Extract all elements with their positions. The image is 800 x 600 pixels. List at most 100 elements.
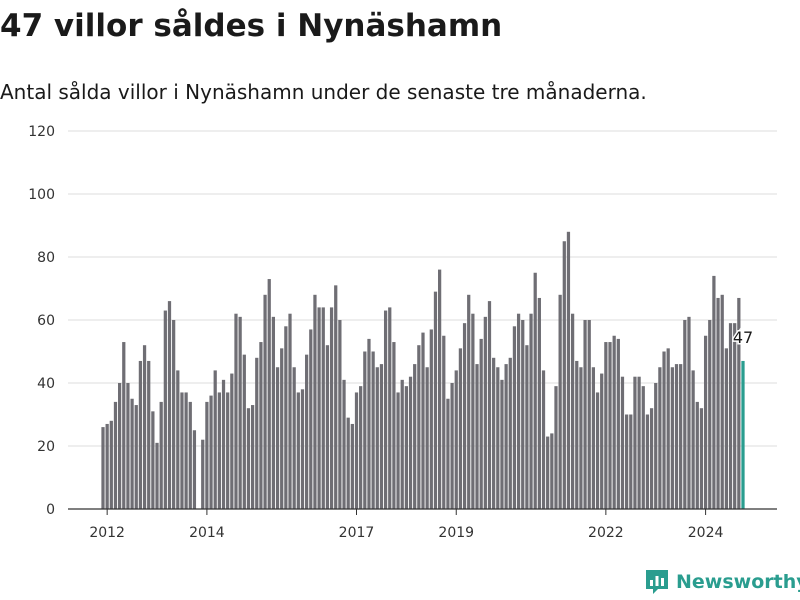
bar bbox=[413, 364, 417, 509]
bar bbox=[600, 373, 604, 509]
bar bbox=[350, 423, 354, 509]
y-tick-label: 60 bbox=[37, 313, 55, 329]
bar bbox=[217, 392, 221, 509]
bar bbox=[442, 335, 446, 509]
labels: 47 bbox=[731, 326, 754, 348]
y-tick-label: 80 bbox=[37, 250, 55, 266]
bar bbox=[658, 367, 662, 509]
bar bbox=[566, 231, 571, 510]
bar bbox=[213, 370, 217, 509]
bar bbox=[101, 427, 105, 509]
bar bbox=[379, 364, 384, 509]
x-tick-label: 2019 bbox=[438, 525, 474, 541]
bar bbox=[496, 367, 500, 509]
bar bbox=[354, 392, 359, 509]
bar bbox=[118, 383, 122, 509]
bar bbox=[109, 420, 113, 509]
bar bbox=[633, 376, 637, 509]
bar bbox=[687, 316, 691, 509]
chart-title: 47 villor såldes i Nynäshamn bbox=[0, 8, 503, 44]
bar bbox=[134, 405, 138, 509]
bar bbox=[562, 241, 566, 509]
bar bbox=[363, 351, 367, 509]
bar bbox=[475, 364, 479, 509]
bar bbox=[334, 285, 338, 509]
bar bbox=[554, 386, 558, 509]
bar bbox=[184, 392, 188, 509]
bar bbox=[317, 307, 321, 509]
bar bbox=[620, 376, 625, 509]
x-tick-label: 2017 bbox=[339, 525, 375, 541]
bar bbox=[288, 313, 292, 509]
bar bbox=[433, 291, 438, 509]
bar bbox=[458, 348, 463, 509]
bar bbox=[649, 408, 654, 509]
bar bbox=[329, 307, 334, 509]
bar bbox=[267, 279, 271, 509]
bar bbox=[438, 269, 442, 509]
bar bbox=[321, 307, 325, 509]
bar bbox=[263, 294, 267, 509]
bar bbox=[126, 383, 130, 509]
bar bbox=[367, 338, 371, 509]
bar bbox=[446, 398, 450, 509]
bar bbox=[309, 329, 313, 509]
bar bbox=[670, 367, 674, 509]
bar bbox=[579, 367, 583, 509]
bar bbox=[591, 367, 596, 509]
bar bbox=[454, 370, 458, 509]
bar bbox=[296, 392, 300, 509]
bar bbox=[230, 373, 234, 509]
bar bbox=[176, 370, 180, 509]
axes: 0 20 40 60 80 100 120 2012 2014 2017 2019 2022 2024 bbox=[28, 124, 777, 541]
bar bbox=[487, 301, 492, 509]
bar bbox=[479, 338, 483, 509]
bar bbox=[558, 294, 562, 509]
bar bbox=[325, 345, 330, 509]
bar-highlight bbox=[741, 360, 745, 509]
bar bbox=[234, 313, 238, 509]
bar bbox=[695, 401, 699, 509]
bar bbox=[595, 392, 600, 509]
y-tick-label: 100 bbox=[28, 187, 55, 203]
bar bbox=[242, 354, 246, 509]
bar bbox=[629, 414, 633, 509]
bar bbox=[151, 411, 155, 509]
bar bbox=[508, 357, 512, 509]
bar bbox=[724, 348, 728, 509]
bar bbox=[500, 379, 504, 509]
bar bbox=[492, 357, 496, 509]
bar bbox=[504, 364, 508, 509]
bar bbox=[147, 360, 151, 509]
bar bbox=[404, 386, 408, 509]
bar bbox=[105, 423, 109, 509]
bar bbox=[192, 430, 197, 509]
bar bbox=[708, 320, 712, 509]
bar bbox=[238, 316, 242, 509]
bar bbox=[172, 320, 176, 509]
bar bbox=[371, 351, 375, 509]
bar bbox=[529, 313, 533, 509]
bar bbox=[720, 294, 724, 509]
bar bbox=[292, 367, 296, 509]
bar bbox=[541, 370, 546, 509]
x-tick-label: 2022 bbox=[588, 525, 624, 541]
bar bbox=[400, 379, 404, 509]
bar bbox=[375, 367, 379, 509]
bar bbox=[338, 320, 342, 509]
bar bbox=[462, 323, 467, 509]
bar bbox=[654, 383, 658, 509]
bar bbox=[666, 348, 670, 509]
chart-subtitle: Antal sålda villor i Nynäshamn under de … bbox=[0, 80, 647, 104]
bar bbox=[305, 354, 309, 509]
bar bbox=[645, 414, 650, 509]
bar bbox=[250, 405, 255, 509]
brand-logo: Newsworthy bbox=[644, 568, 800, 596]
bar bbox=[163, 310, 167, 509]
bar bbox=[201, 439, 205, 509]
bar bbox=[167, 301, 172, 509]
bar bbox=[138, 360, 143, 509]
bar bbox=[716, 297, 720, 509]
bar bbox=[159, 401, 163, 509]
bar bbox=[284, 326, 288, 509]
